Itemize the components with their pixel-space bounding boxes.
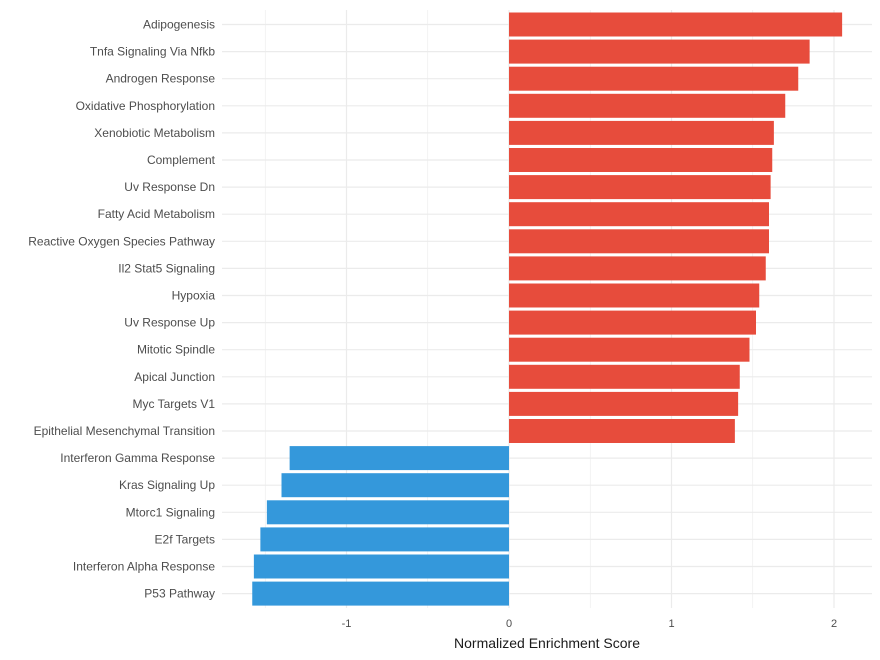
category-label: E2f Targets: [155, 532, 215, 546]
bar: [509, 419, 735, 443]
bar: [253, 554, 509, 579]
bar: [509, 391, 739, 416]
bar: [509, 283, 760, 308]
bar: [509, 148, 773, 172]
category-label: Interferon Gamma Response: [60, 451, 215, 465]
bar: [281, 473, 509, 498]
category-label: Xenobiotic Metabolism: [94, 126, 215, 140]
category-label: Epithelial Mesenchymal Transition: [34, 424, 215, 438]
x-tick-labels: -1 0 1 2: [342, 618, 837, 630]
category-label: Interferon Alpha Response: [73, 560, 215, 574]
category-label: Apical Junction: [134, 370, 215, 384]
category-label: Reactive Oxygen Species Pathway: [28, 234, 215, 248]
bar: [266, 500, 509, 525]
x-tick-label: 0: [506, 618, 512, 630]
category-label: Il2 Stat5 Signaling: [118, 261, 215, 275]
bar: [509, 202, 769, 227]
bars: [252, 12, 843, 606]
category-label: Complement: [147, 153, 216, 167]
bar: [509, 39, 810, 64]
bar: [260, 527, 509, 552]
x-tick-label: 2: [831, 618, 837, 630]
bar: [509, 337, 750, 362]
category-label: Oxidative Phosphorylation: [76, 99, 215, 113]
bar: [509, 175, 771, 200]
category-label: Mitotic Spindle: [137, 343, 215, 357]
category-label: Mtorc1 Signaling: [126, 505, 215, 519]
bar: [509, 364, 740, 389]
category-label: Adipogenesis: [143, 18, 215, 32]
x-tick-label: 1: [668, 618, 674, 630]
bar: [509, 310, 756, 335]
category-label: Tnfa Signaling Via Nfkb: [90, 45, 216, 59]
bar: [252, 581, 509, 606]
bar: [289, 446, 509, 471]
bar: [509, 120, 774, 145]
category-label: P53 Pathway: [144, 587, 215, 601]
category-label: Androgen Response: [106, 72, 216, 86]
x-tick-label: -1: [342, 618, 352, 630]
bar: [509, 93, 786, 118]
category-label: Kras Signaling Up: [119, 478, 215, 492]
category-label: Fatty Acid Metabolism: [98, 207, 215, 221]
category-label: Uv Response Up: [124, 316, 215, 330]
bar: [509, 256, 766, 281]
bar: [509, 66, 799, 91]
category-labels: Adipogenesis Tnfa Signaling Via Nfkb Andro…: [28, 18, 215, 601]
bar: [509, 12, 843, 37]
category-label: Hypoxia: [172, 289, 216, 303]
category-label: Myc Targets V1: [133, 397, 216, 411]
category-label: Uv Response Dn: [124, 180, 215, 194]
x-axis-title: Normalized Enrichment Score: [454, 635, 640, 651]
bar: [509, 229, 769, 254]
